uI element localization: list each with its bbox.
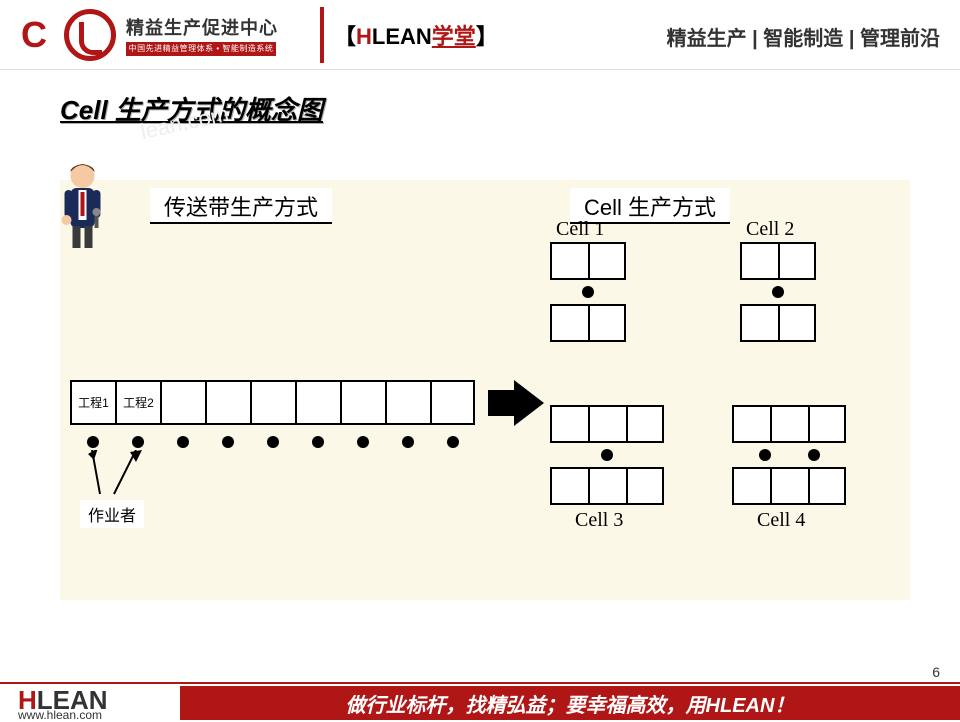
conveyor-station	[250, 380, 295, 425]
conveyor-station	[205, 380, 250, 425]
footer-slogan-bar: 做行业标杆，找精弘益；要幸福高效，用HLEAN！	[180, 686, 960, 720]
vertical-divider	[320, 7, 324, 63]
diagram-area: 传送带生产方式 Cell 生产方式 工程1工程2 作业者 Cell 1Cell …	[60, 180, 910, 600]
cell-name: Cell 4	[757, 509, 805, 532]
cell-name: Cell 2	[746, 218, 794, 241]
logo-block: C 精益生产促进中心 中国先进精益管理体系 • 智能制造系统	[0, 0, 310, 70]
header: C 精益生产促进中心 中国先进精益管理体系 • 智能制造系统 【HLEAN学堂】…	[0, 0, 960, 70]
transform-arrow-icon	[488, 380, 544, 426]
logo-title: 精益生产促进中心	[126, 14, 278, 40]
cell-name: Cell 1	[556, 218, 604, 241]
logo-text: 精益生产促进中心 中国先进精益管理体系 • 智能制造系统	[126, 14, 278, 56]
presenter-icon	[50, 160, 115, 250]
worker-dot	[340, 432, 385, 452]
conveyor-station	[160, 380, 205, 425]
cell-unit	[550, 242, 626, 342]
conveyor-label: 传送带生产方式	[150, 188, 332, 224]
worker-dot	[430, 432, 475, 452]
bracket-open: 【	[334, 24, 356, 49]
workers-row	[70, 432, 475, 452]
school-lean: LEAN	[372, 24, 432, 49]
bracket-close: 】	[476, 24, 498, 49]
school-xue: 学堂	[432, 24, 476, 49]
worker-label: 作业者	[80, 500, 144, 528]
page-title: Cell 生产方式的概念图	[60, 90, 960, 127]
cell-unit	[550, 405, 664, 505]
page-number: 6	[932, 664, 940, 680]
worker-dot	[295, 432, 340, 452]
worker-dot	[385, 432, 430, 452]
worker-dot	[205, 432, 250, 452]
conveyor-station	[430, 380, 475, 425]
worker-arrows-icon	[80, 450, 160, 500]
conveyor-station: 工程2	[115, 380, 160, 425]
conveyor-station	[295, 380, 340, 425]
worker-dot	[250, 432, 295, 452]
cell-unit	[732, 405, 846, 505]
logo-letter: C	[8, 9, 60, 61]
worker-dot	[115, 432, 160, 452]
conveyor-belt: 工程1工程2	[70, 380, 475, 425]
logo-subtitle: 中国先进精益管理体系 • 智能制造系统	[126, 42, 276, 56]
hlean-school-label: 【HLEAN学堂】	[334, 19, 498, 51]
footer: HLEAN www.hlean.com 做行业标杆，找精弘益；要幸福高效，用HL…	[0, 664, 960, 720]
cell-unit	[740, 242, 816, 342]
school-h: H	[356, 24, 372, 49]
cell-name: Cell 3	[575, 509, 623, 532]
tagline: 精益生产 | 智能制造 | 管理前沿	[667, 22, 940, 51]
worker-dot	[160, 432, 205, 452]
worker-dot	[70, 432, 115, 452]
conveyor-station	[340, 380, 385, 425]
conveyor-station: 工程1	[70, 380, 115, 425]
conveyor-station	[385, 380, 430, 425]
logo-circle-icon	[64, 9, 116, 61]
